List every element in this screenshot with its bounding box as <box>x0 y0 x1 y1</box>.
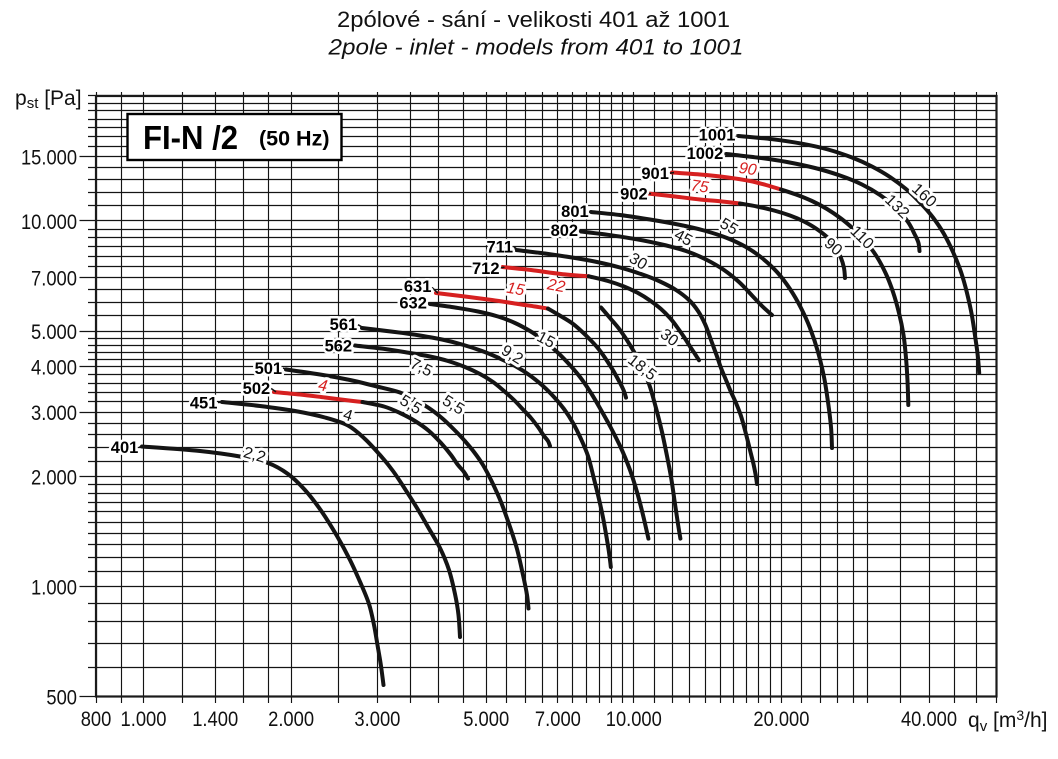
svg-text:7.000: 7.000 <box>535 708 581 731</box>
svg-text:15.000: 15.000 <box>21 147 77 170</box>
svg-text:5.000: 5.000 <box>31 321 77 344</box>
svg-text:2.000: 2.000 <box>268 708 314 731</box>
svg-text:2.000: 2.000 <box>31 466 77 489</box>
svg-text:802: 802 <box>551 222 579 240</box>
svg-text:40.000: 40.000 <box>901 708 957 731</box>
svg-text:15: 15 <box>505 280 526 300</box>
svg-text:902: 902 <box>620 186 648 204</box>
svg-text:1001: 1001 <box>699 127 736 145</box>
svg-text:10.000: 10.000 <box>606 708 662 731</box>
svg-text:631: 631 <box>404 278 432 296</box>
svg-text:502: 502 <box>243 380 271 398</box>
svg-text:7.000: 7.000 <box>31 268 77 291</box>
svg-text:401: 401 <box>111 439 139 457</box>
svg-text:901: 901 <box>641 165 669 183</box>
svg-text:712: 712 <box>472 260 500 278</box>
svg-text:562: 562 <box>325 338 353 356</box>
svg-text:22: 22 <box>545 276 567 296</box>
svg-text:1.000: 1.000 <box>121 708 167 731</box>
svg-text:1002: 1002 <box>687 145 724 163</box>
svg-text:801: 801 <box>561 203 589 221</box>
svg-text:20.000: 20.000 <box>753 708 809 731</box>
svg-text:75: 75 <box>690 177 710 196</box>
svg-text:451: 451 <box>190 394 218 412</box>
svg-text:632: 632 <box>399 295 427 313</box>
svg-text:3.000: 3.000 <box>31 402 77 425</box>
svg-text:5.000: 5.000 <box>463 708 509 731</box>
svg-text:10.000: 10.000 <box>21 211 77 234</box>
svg-text:711: 711 <box>486 239 513 257</box>
svg-text:90: 90 <box>738 160 758 179</box>
svg-text:2pólové - sání - velikosti 401: 2pólové - sání - velikosti 401 až 1001 <box>337 7 730 32</box>
svg-text:pst [Pa]: pst [Pa] <box>15 87 82 112</box>
svg-text:1.000: 1.000 <box>31 577 77 600</box>
svg-text:4.000: 4.000 <box>31 356 77 379</box>
svg-text:561: 561 <box>330 316 358 334</box>
svg-text:2pole - inlet - models from 40: 2pole - inlet - models from 401 to 1001 <box>327 35 743 60</box>
svg-text:501: 501 <box>255 360 283 378</box>
svg-text:3.000: 3.000 <box>354 708 400 731</box>
svg-text:500: 500 <box>46 687 77 710</box>
svg-text:1.400: 1.400 <box>192 708 238 731</box>
svg-text:FI-N /2: FI-N /2 <box>143 119 238 156</box>
svg-text:800: 800 <box>81 708 112 731</box>
svg-text:(50 Hz): (50 Hz) <box>259 127 329 151</box>
